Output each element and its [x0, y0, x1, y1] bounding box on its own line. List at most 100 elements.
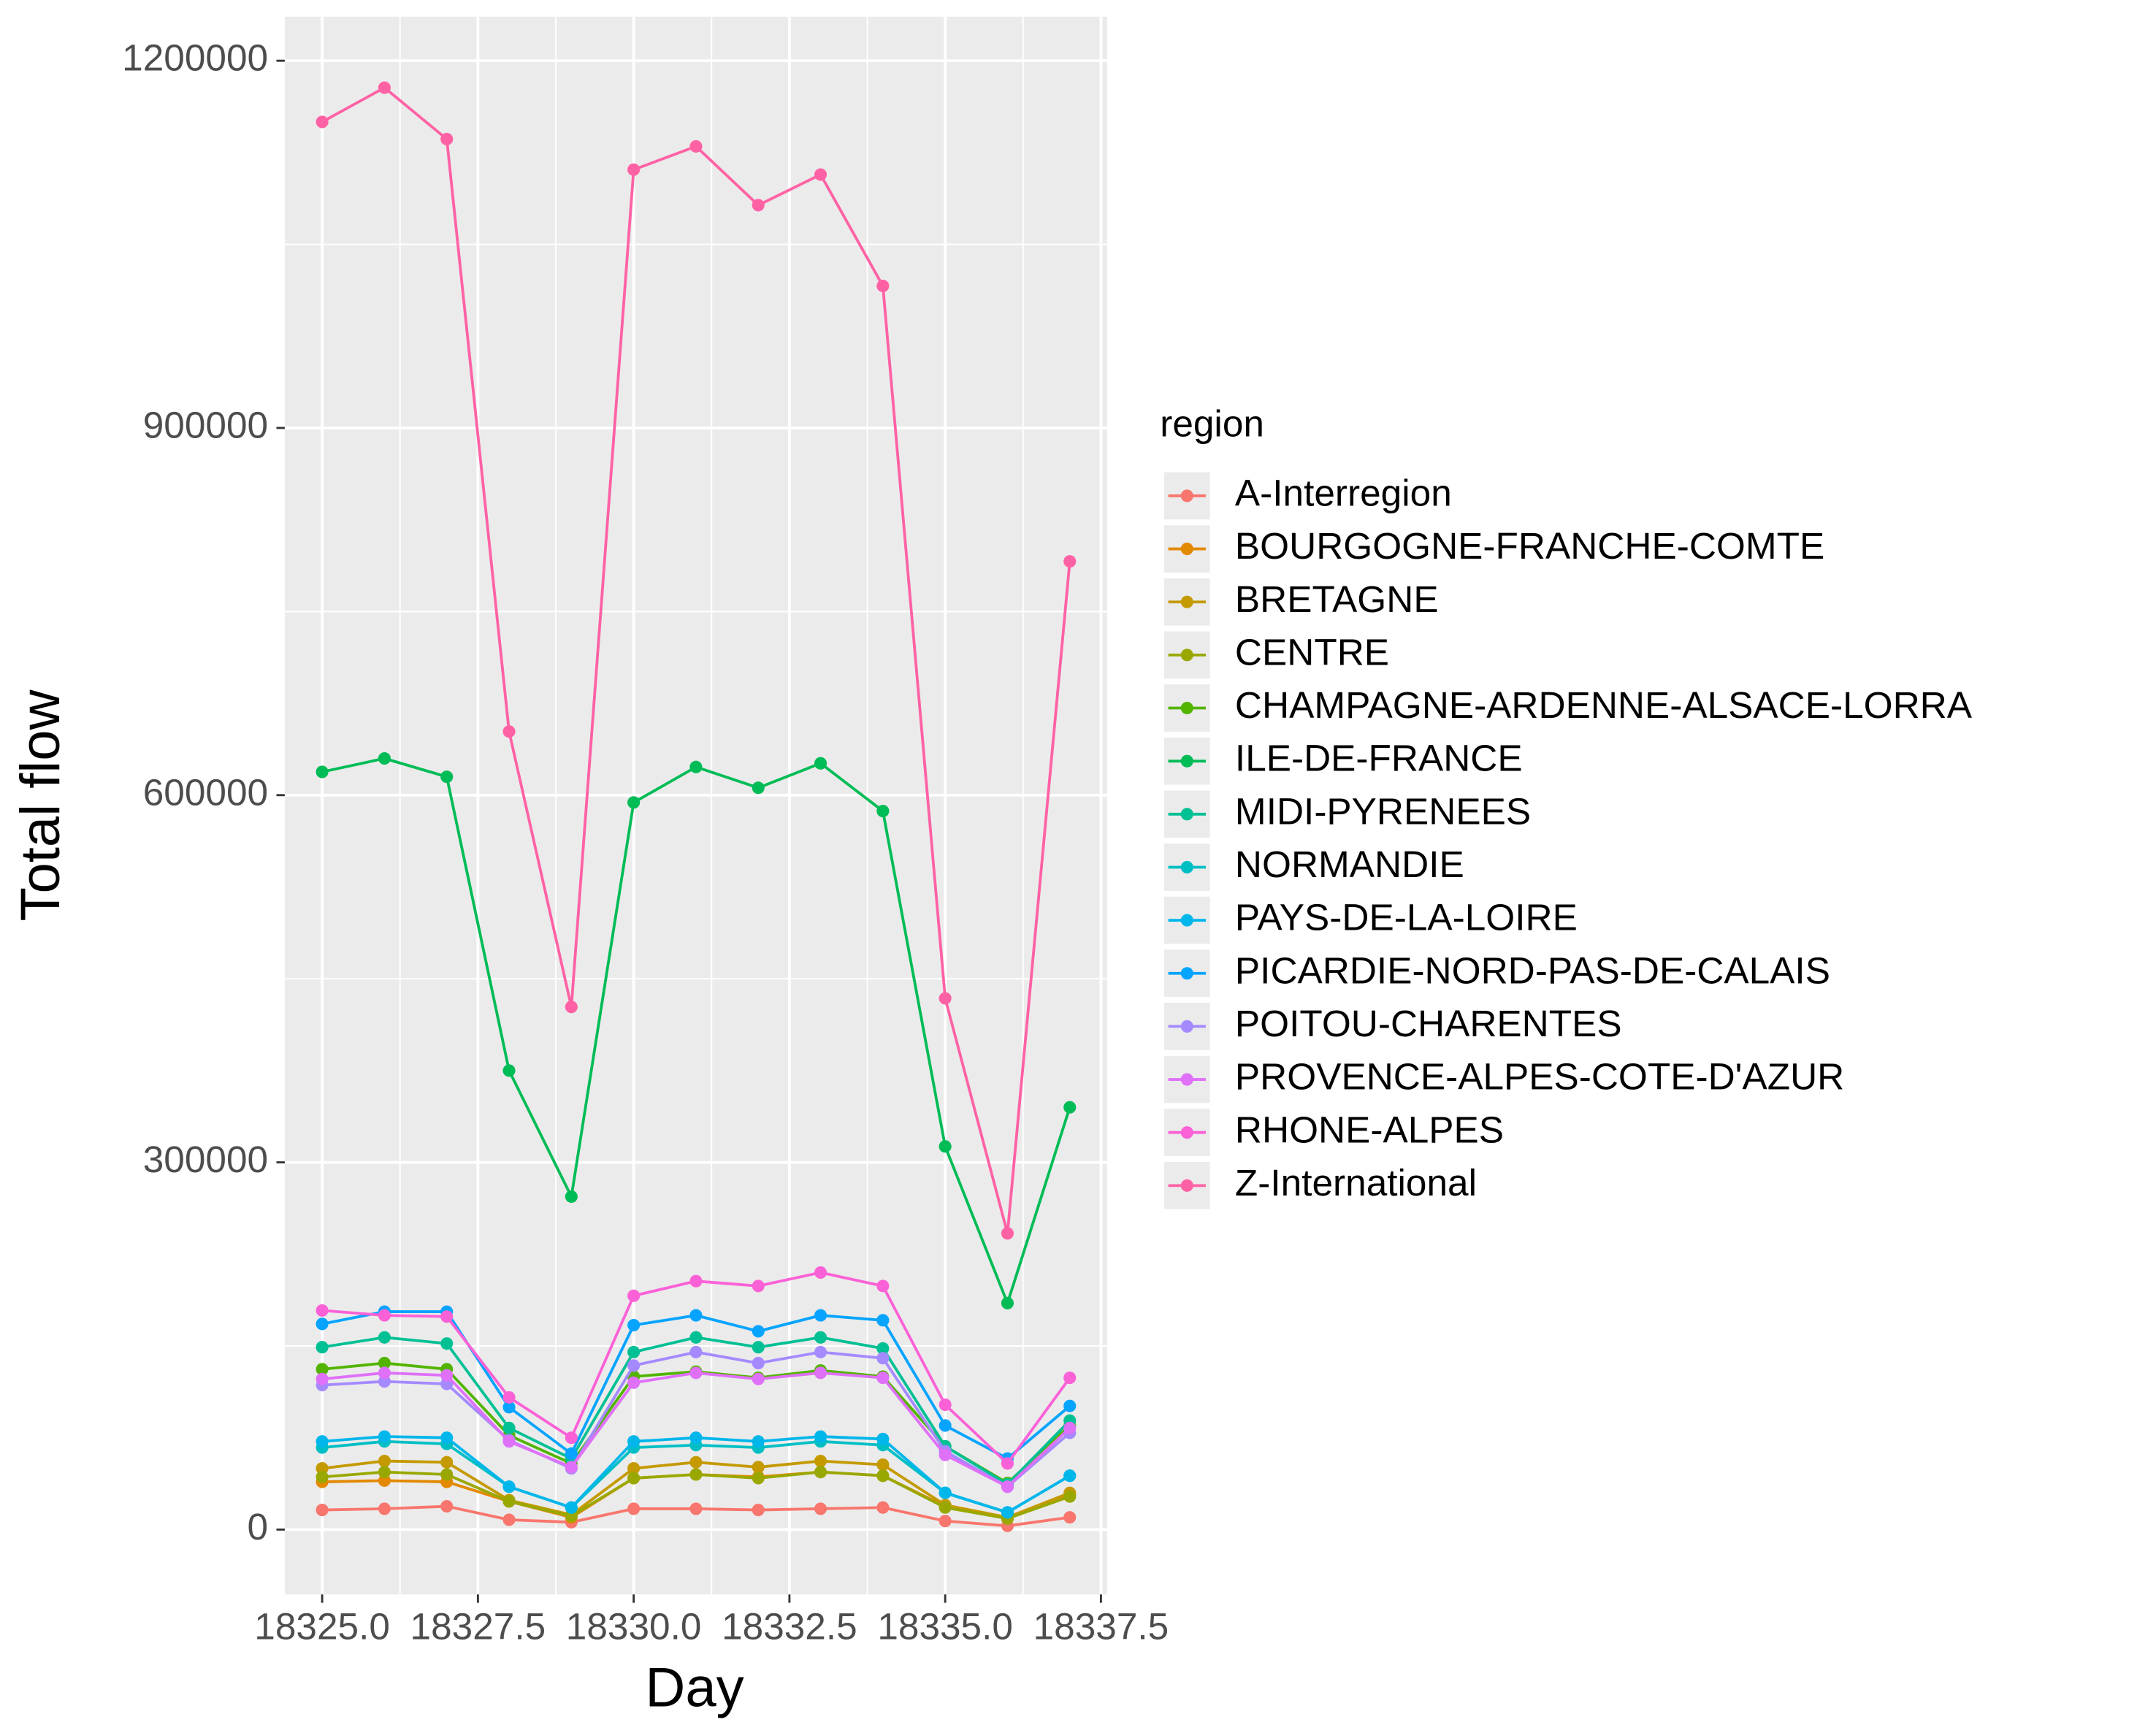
data-point — [502, 1513, 516, 1526]
data-point — [502, 1480, 516, 1493]
data-point — [1001, 1480, 1014, 1493]
data-point — [440, 1431, 454, 1445]
data-point — [814, 1366, 827, 1380]
x-tick-label: 18325.0 — [254, 1605, 390, 1647]
data-point — [1001, 1227, 1014, 1240]
data-point — [876, 1372, 890, 1385]
data-point — [876, 1469, 890, 1483]
legend-text: CHAMPAGNE-ARDENNE-ALSACE-LORRA — [1235, 684, 1973, 726]
y-tick-label: 900000 — [143, 405, 268, 446]
data-point — [1063, 1101, 1077, 1114]
data-point — [316, 1435, 329, 1448]
data-point — [316, 1372, 329, 1385]
legend-swatch — [1180, 701, 1193, 715]
data-point — [565, 1501, 578, 1514]
data-point — [814, 1466, 827, 1479]
data-point — [939, 1501, 952, 1514]
data-point — [689, 1331, 703, 1344]
data-point — [752, 1435, 765, 1448]
data-point — [689, 1345, 703, 1358]
data-point — [689, 1309, 703, 1322]
legend-text: MIDI-PYRENEES — [1235, 790, 1531, 832]
data-point — [502, 1495, 516, 1508]
data-point — [378, 1331, 391, 1344]
data-point — [316, 1363, 329, 1376]
data-point — [1063, 1490, 1077, 1503]
data-point — [627, 1289, 641, 1302]
data-point — [378, 1309, 391, 1322]
data-point — [378, 1454, 391, 1468]
data-point — [627, 796, 641, 809]
legend-swatch — [1180, 595, 1193, 608]
legend-text: ILE-DE-FRANCE — [1235, 738, 1523, 779]
legend-swatch — [1180, 1073, 1193, 1086]
data-point — [440, 1369, 454, 1382]
data-point — [1063, 1372, 1077, 1385]
data-point — [378, 1430, 391, 1443]
legend-swatch — [1180, 1020, 1193, 1033]
data-point — [876, 805, 890, 818]
data-point — [378, 1356, 391, 1370]
data-point — [752, 781, 765, 795]
data-point — [752, 1356, 765, 1370]
data-point — [1001, 1296, 1014, 1309]
legend-text: PAYS-DE-LA-LOIRE — [1235, 897, 1578, 938]
data-point — [814, 1331, 827, 1344]
data-point — [565, 1190, 578, 1204]
data-point — [316, 765, 329, 779]
data-point — [316, 1470, 329, 1483]
y-tick-label: 1200000 — [122, 37, 268, 79]
data-point — [939, 1140, 952, 1153]
y-tick-label: 0 — [248, 1506, 269, 1548]
data-point — [1063, 1469, 1077, 1483]
x-tick-label: 18332.5 — [722, 1605, 857, 1647]
data-point — [752, 1372, 765, 1385]
data-point — [689, 1274, 703, 1288]
data-point — [814, 1309, 827, 1322]
data-point — [752, 1280, 765, 1293]
data-point — [814, 757, 827, 770]
data-point — [1063, 555, 1077, 568]
data-point — [502, 1421, 516, 1434]
data-point — [689, 1468, 703, 1481]
data-point — [627, 1502, 641, 1515]
legend-text: BOURGOGNE-FRANCHE-COMTE — [1235, 525, 1824, 567]
legend-swatch — [1180, 754, 1193, 768]
data-point — [316, 1304, 329, 1317]
data-point — [627, 1359, 641, 1372]
legend-text: PROVENCE-ALPES-COTE-D'AZUR — [1235, 1056, 1844, 1098]
data-point — [814, 1266, 827, 1279]
data-point — [814, 168, 827, 181]
data-point — [1063, 1399, 1077, 1412]
legend-swatch — [1180, 860, 1193, 874]
legend-swatch — [1180, 914, 1193, 927]
data-point — [627, 1345, 641, 1358]
data-point — [939, 1419, 952, 1432]
data-point — [752, 199, 765, 212]
data-point — [689, 1502, 703, 1515]
data-point — [939, 1448, 952, 1461]
data-point — [752, 1472, 765, 1485]
data-point — [316, 1462, 329, 1475]
y-tick-label: 300000 — [143, 1139, 268, 1180]
data-point — [689, 1366, 703, 1380]
y-axis-title: Total flow — [9, 689, 72, 921]
data-point — [752, 1461, 765, 1474]
data-point — [440, 132, 454, 145]
legend-swatch — [1180, 1126, 1193, 1139]
legend-text: A-Interregion — [1235, 472, 1452, 513]
data-point — [876, 1352, 890, 1365]
data-point — [814, 1502, 827, 1515]
data-point — [378, 1466, 391, 1479]
x-tick-label: 18335.0 — [877, 1605, 1013, 1647]
data-point — [316, 1341, 329, 1354]
data-point — [876, 1458, 890, 1472]
data-point — [316, 1317, 329, 1331]
data-point — [627, 1318, 641, 1332]
legend-swatch — [1180, 808, 1193, 821]
data-point — [627, 1435, 641, 1448]
data-point — [876, 1342, 890, 1355]
data-point — [814, 1345, 827, 1358]
data-point — [876, 1432, 890, 1445]
